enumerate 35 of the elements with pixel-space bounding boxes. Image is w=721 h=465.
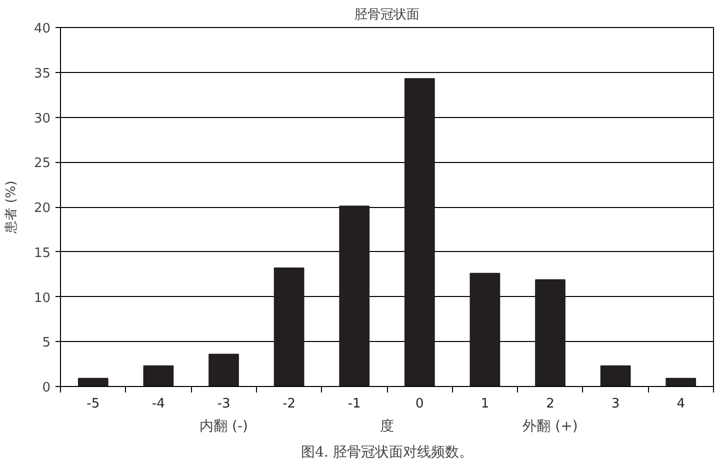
x-tick-label: -1 [348, 396, 361, 412]
x-tick-label: 2 [546, 396, 554, 412]
bar [78, 378, 108, 386]
y-tick-label: 0 [42, 380, 51, 396]
bar [666, 378, 696, 386]
x-tick-label: 0 [416, 396, 424, 412]
caption: 图4. 胫骨冠状面对线频数。 [301, 444, 473, 460]
x-axis-title: 度 [380, 418, 394, 434]
y-tick-label: 20 [34, 201, 51, 216]
x-tick-label: -4 [152, 396, 165, 412]
y-tick-label: 10 [34, 290, 51, 306]
y-tick-label: 15 [34, 246, 51, 261]
text: 外翻 (+) [522, 418, 578, 434]
bar [600, 365, 631, 386]
y-tick-label: 5 [42, 336, 51, 351]
bar [274, 268, 304, 386]
y-tick-label: 25 [34, 156, 51, 172]
y-tick-label: 30 [34, 111, 51, 126]
bar [404, 78, 435, 386]
y-tick-label: 35 [34, 66, 51, 82]
y-axis-title: 患者 (%) [4, 180, 19, 234]
y-tick-label: 40 [34, 22, 51, 36]
x-tick-label: 1 [480, 396, 490, 412]
bar [208, 354, 239, 386]
x-tick-label: 4 [676, 396, 685, 412]
x-tick-label: 3 [611, 396, 620, 412]
x-tick-label: -2 [282, 396, 296, 412]
x-tick-label: -5 [86, 396, 100, 412]
bar [143, 365, 174, 386]
x-tick-label: -3 [217, 396, 230, 412]
bar [470, 272, 500, 386]
bar [339, 206, 370, 386]
bar [535, 279, 566, 386]
chart-title: 胫骨冠状面 [354, 8, 420, 22]
text: 内翻 (-) [200, 418, 248, 434]
